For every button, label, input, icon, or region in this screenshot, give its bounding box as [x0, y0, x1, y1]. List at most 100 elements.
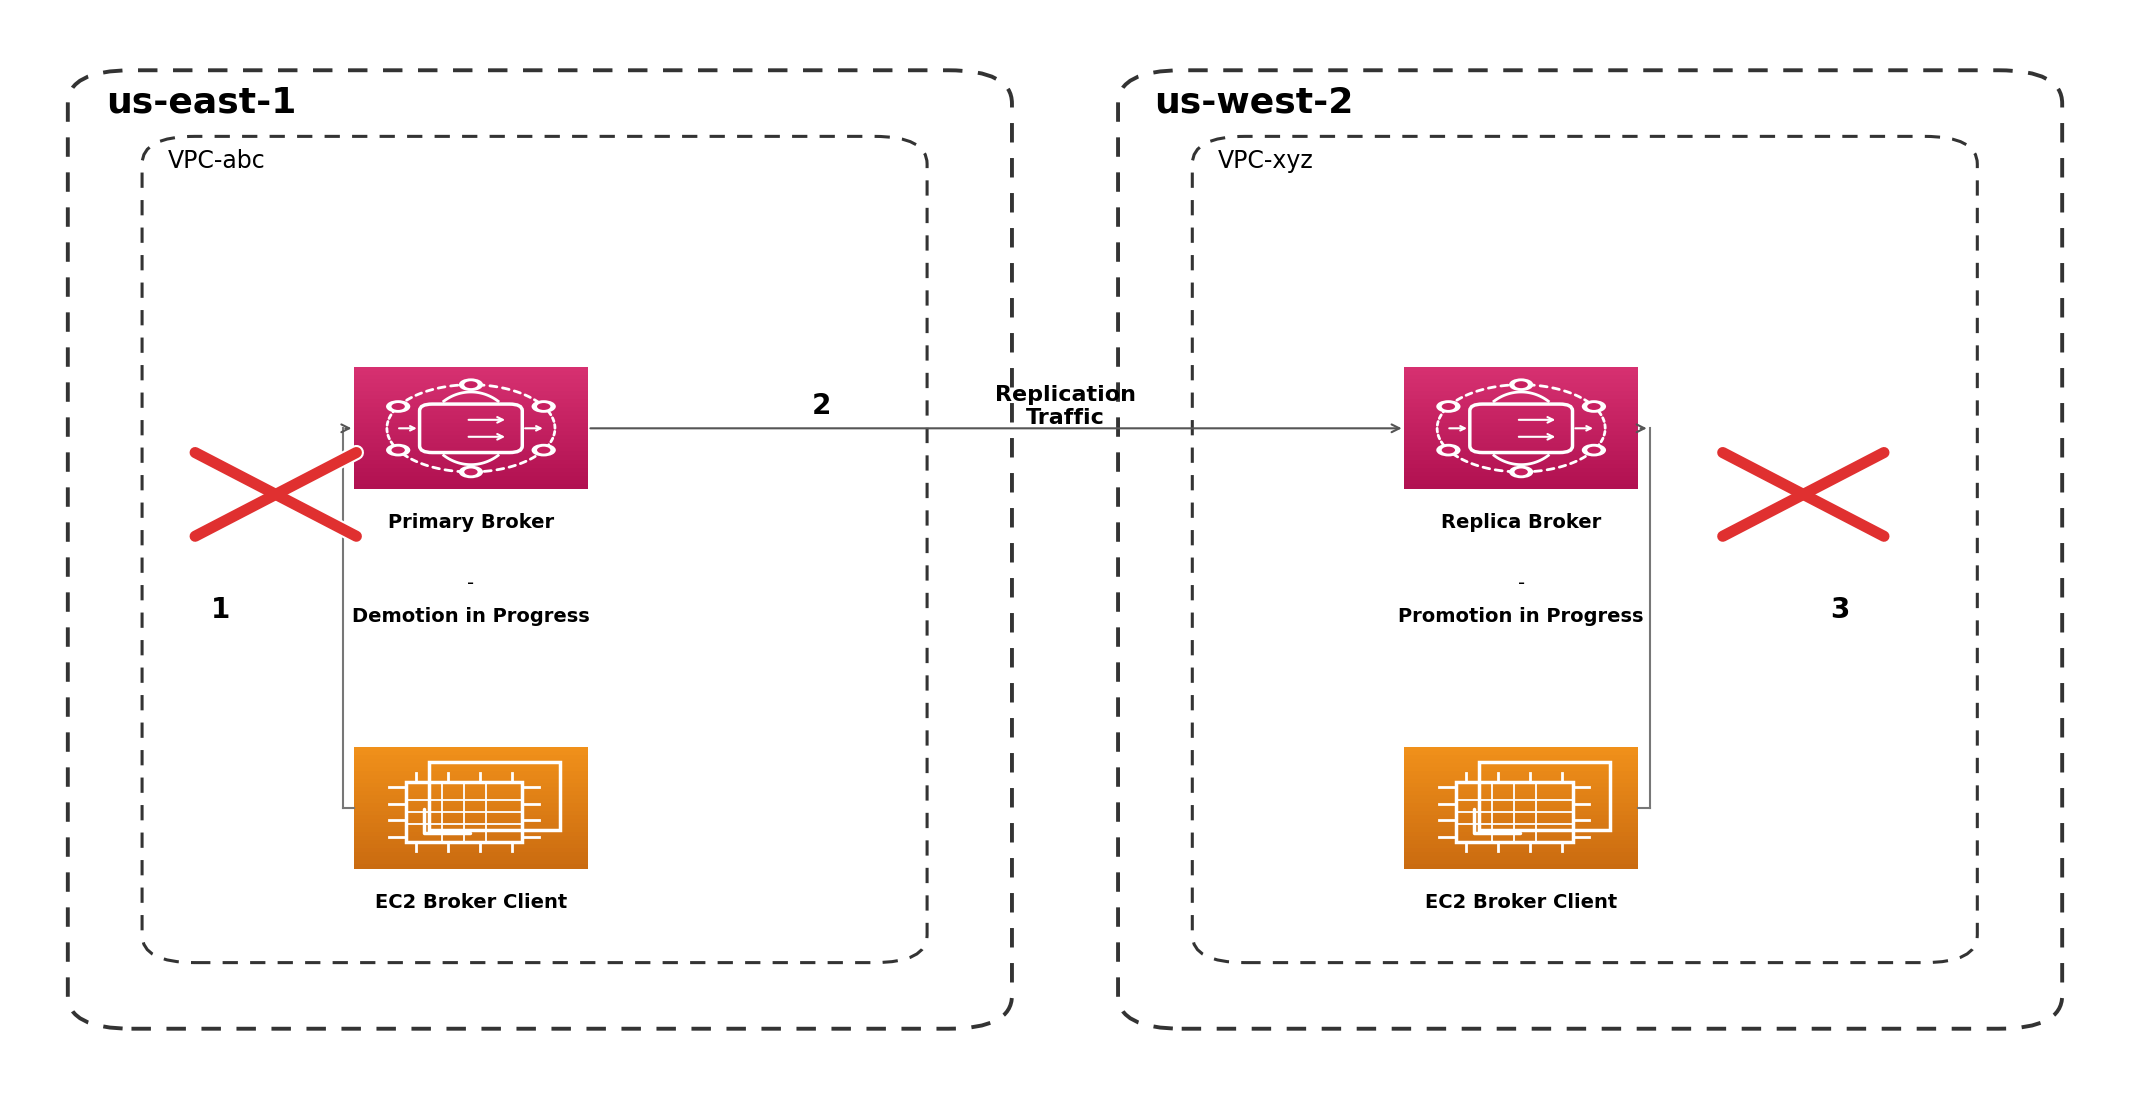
Circle shape [386, 444, 411, 456]
Bar [354, 411, 588, 416]
Bar [1404, 375, 1638, 380]
Bar [354, 415, 588, 421]
Bar [1404, 460, 1638, 465]
Bar [354, 839, 588, 845]
Bar [1404, 767, 1638, 773]
Bar [354, 864, 588, 869]
Bar [1404, 811, 1638, 817]
Text: Replica Broker: Replica Broker [1442, 513, 1602, 532]
Bar [1404, 807, 1638, 813]
Circle shape [537, 446, 550, 454]
Bar [354, 747, 588, 751]
Circle shape [1508, 465, 1534, 478]
Bar [1404, 476, 1638, 481]
Text: us-west-2: us-west-2 [1154, 85, 1353, 120]
Bar [354, 759, 588, 764]
Bar [354, 386, 588, 392]
Bar [354, 779, 588, 784]
Bar [1404, 844, 1638, 849]
Text: Primary Broker: Primary Broker [388, 513, 554, 532]
FancyBboxPatch shape [351, 747, 590, 870]
Bar [354, 467, 588, 473]
Bar [354, 783, 588, 788]
Bar [1404, 407, 1638, 412]
Bar [354, 848, 588, 852]
Circle shape [464, 468, 477, 475]
Bar [1404, 860, 1638, 865]
FancyBboxPatch shape [351, 366, 590, 490]
Bar [354, 375, 588, 380]
Bar [354, 371, 588, 376]
Bar [354, 831, 588, 837]
Circle shape [464, 381, 477, 388]
Bar [1404, 775, 1638, 780]
Bar [1404, 783, 1638, 788]
Bar [1404, 423, 1638, 428]
Bar [1404, 447, 1638, 453]
Bar [1404, 839, 1638, 845]
Bar [1404, 379, 1638, 384]
Bar [354, 379, 588, 384]
Bar [1404, 480, 1638, 485]
FancyBboxPatch shape [68, 70, 1012, 1029]
Bar [1404, 816, 1638, 820]
Bar [1404, 819, 1638, 825]
Bar [1404, 851, 1638, 857]
Bar [1404, 759, 1638, 764]
Bar [354, 420, 588, 424]
Bar [354, 383, 588, 387]
Bar [1404, 795, 1638, 800]
Bar [1404, 427, 1638, 433]
Bar [1404, 464, 1638, 468]
Circle shape [1508, 379, 1534, 391]
Bar [354, 816, 588, 820]
Circle shape [1514, 468, 1527, 475]
Text: VPC-abc: VPC-abc [168, 149, 266, 173]
FancyBboxPatch shape [1402, 747, 1640, 870]
Circle shape [532, 401, 556, 413]
Text: -: - [466, 574, 475, 593]
Circle shape [386, 401, 411, 413]
Bar [354, 407, 588, 412]
Bar [1404, 836, 1638, 840]
Bar [1404, 386, 1638, 392]
Bar [1404, 484, 1638, 488]
Text: EC2 Broker Client: EC2 Broker Client [375, 894, 567, 912]
Bar [1404, 831, 1638, 837]
Bar [354, 432, 588, 436]
FancyBboxPatch shape [1193, 137, 1977, 962]
Bar [1404, 864, 1638, 869]
Circle shape [458, 379, 484, 391]
Bar [354, 435, 588, 441]
Bar [354, 811, 588, 817]
Bar [354, 480, 588, 485]
Bar [354, 447, 588, 453]
Bar [1404, 443, 1638, 448]
Bar [1404, 395, 1638, 400]
Bar [354, 403, 588, 408]
Bar [1404, 403, 1638, 408]
Bar [354, 856, 588, 861]
Bar [354, 807, 588, 813]
Bar [354, 443, 588, 448]
Bar [354, 395, 588, 400]
Circle shape [1442, 403, 1455, 410]
Text: 3: 3 [1830, 596, 1849, 624]
FancyBboxPatch shape [1402, 366, 1640, 490]
Bar [354, 827, 588, 832]
Bar [1404, 856, 1638, 861]
Bar [1404, 398, 1638, 404]
Bar [354, 775, 588, 780]
Bar [1404, 420, 1638, 424]
Bar [1404, 383, 1638, 387]
Circle shape [392, 446, 405, 454]
Bar [354, 398, 588, 404]
Bar [354, 767, 588, 773]
Bar [354, 750, 588, 756]
Bar [1404, 435, 1638, 441]
Bar [354, 795, 588, 800]
Bar [354, 755, 588, 760]
Text: VPC-xyz: VPC-xyz [1218, 149, 1314, 173]
Circle shape [1436, 401, 1461, 413]
Bar [354, 763, 588, 768]
